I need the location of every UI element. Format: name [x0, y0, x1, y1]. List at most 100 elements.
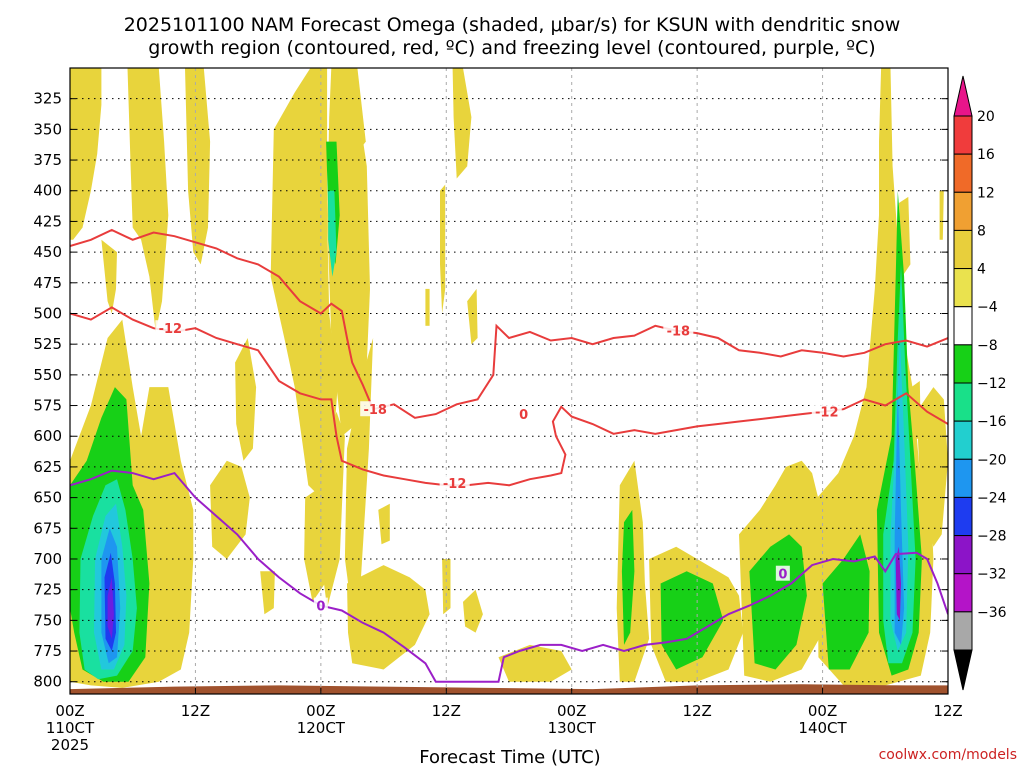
contour-label-3: 0 [519, 408, 528, 423]
colorbar-label-0: 20 [977, 109, 995, 125]
contour-label-2: -12 [443, 477, 467, 492]
x-tick-label-0-2: 110CT [46, 719, 95, 737]
colorbar-label-6: −8 [977, 338, 998, 354]
omega-region-28 [498, 644, 572, 682]
omega-region-2 [101, 239, 117, 314]
omega-region-0 [70, 68, 102, 240]
colorbar-label-4: 4 [977, 262, 986, 278]
omega-region-35 [660, 571, 724, 670]
colorbar-label-13: −36 [977, 605, 1007, 621]
omega-region-1 [127, 68, 169, 332]
omega-region-24 [210, 460, 250, 559]
y-tick-label-400: 400 [33, 182, 62, 200]
contour-label-5: -12 [815, 406, 839, 421]
omega-region-3 [185, 68, 211, 265]
contour-label-bg-5 [811, 403, 842, 419]
contour-label-bg-1 [360, 401, 391, 417]
colorbar-label-2: 12 [977, 185, 995, 201]
colorbar-label-10: −24 [977, 490, 1007, 506]
contour-label-4: -18 [667, 325, 691, 340]
y-tick-label-475: 475 [33, 274, 62, 292]
colorbar-segment-3 [953, 191, 973, 231]
site-credit: coolwx.com/models [879, 747, 1017, 763]
x-tick-label-48-1: 00Z [557, 702, 586, 720]
omega-region-20 [335, 68, 366, 154]
y-axis-ticks: 325 350 375 400 425 450 475 500 525 550 575 600 625 6… [33, 90, 948, 691]
x-tick-label-48-2: 130CT [548, 719, 597, 737]
omega-region-23 [235, 338, 257, 461]
omega-shading [70, 68, 948, 694]
omega-region-40 [328, 190, 337, 277]
contour-label-bg-6 [313, 597, 328, 613]
contour-label-0: -12 [159, 322, 183, 337]
contour-label-6: 0 [316, 600, 325, 615]
y-tick-label-725: 725 [33, 581, 62, 599]
colorbar-label-1: 16 [977, 147, 995, 163]
omega-region-9 [304, 485, 325, 602]
x-tick-label-84-1: 12Z [933, 702, 962, 720]
colorbar-arrow-bottom [953, 649, 973, 691]
x-tick-label-72-2: 140CT [798, 719, 847, 737]
contour-line-2 [70, 469, 948, 683]
colorbar-segment-13 [953, 573, 973, 613]
omega-region-34 [621, 509, 635, 645]
colorbar-label-3: 8 [977, 223, 986, 239]
y-tick-label-775: 775 [33, 642, 62, 660]
colorbar-segment-7 [953, 344, 973, 384]
y-tick-label-325: 325 [33, 90, 62, 108]
contour-label-1: -18 [363, 403, 387, 418]
y-tick-label-750: 750 [33, 611, 62, 629]
x-tick-label-0-1: 00Z [55, 702, 84, 720]
x-tick-label-72-1: 00Z [808, 702, 837, 720]
contour-line-1 [70, 306, 948, 487]
colorbar-label-9: −20 [977, 452, 1007, 468]
temperature-contours [70, 228, 948, 683]
y-tick-label-500: 500 [33, 304, 62, 322]
colorbar-label-7: −12 [977, 376, 1007, 392]
omega-region-6 [467, 288, 478, 345]
omega-region-4 [452, 68, 472, 179]
colorbar-segment-5 [953, 268, 973, 308]
omega-region-36 [749, 534, 807, 670]
contour-line-0 [70, 228, 948, 419]
y-tick-label-450: 450 [33, 243, 62, 261]
contour-label-7: 0 [778, 568, 787, 583]
y-tick-label-350: 350 [33, 120, 62, 138]
x-tick-label-36-1: 12Z [432, 702, 461, 720]
contour-label-bg-0 [155, 320, 186, 336]
x-tick-label-24-2: 120CT [297, 719, 346, 737]
grid-lines [70, 68, 948, 694]
colorbar-segment-6 [953, 306, 973, 346]
x-tick-label-60-1: 12Z [682, 702, 711, 720]
omega-region-10 [347, 565, 430, 670]
contour-label-bg-4 [663, 322, 694, 338]
x-tick-label-24-1: 00Z [306, 702, 335, 720]
contour-label-bg-2 [439, 474, 470, 490]
x-tick-label-0-3: 2025 [51, 736, 89, 754]
y-tick-label-625: 625 [33, 458, 62, 476]
colorbar-segment-4 [953, 229, 973, 270]
contour-label-bg-3 [516, 406, 531, 422]
y-tick-label-425: 425 [33, 212, 62, 230]
colorbar-arrow-top [953, 75, 973, 117]
y-tick-label-600: 600 [33, 427, 62, 445]
x-axis-label: Forecast Time (UTC) [419, 747, 600, 768]
contour-labels: -12 -18 -12 0 -18 -12 0 0 [155, 320, 842, 615]
omega-region-5 [440, 184, 446, 314]
y-tick-label-800: 800 [33, 673, 62, 691]
omega-region-17 [939, 190, 944, 240]
omega-region-11 [260, 571, 275, 615]
terrain [70, 684, 948, 694]
omega-region-38 [822, 534, 870, 670]
y-tick-label-650: 650 [33, 489, 62, 507]
colorbar-segment-2 [953, 153, 973, 193]
y-tick-label-700: 700 [33, 550, 62, 568]
y-tick-label-525: 525 [33, 335, 62, 353]
colorbar-segment-14 [953, 611, 973, 651]
colorbar-label-11: −28 [977, 529, 1007, 545]
plot-frame [69, 67, 949, 695]
contour-label-bg-7 [775, 565, 790, 581]
x-tick-label-12-1: 12Z [181, 702, 210, 720]
